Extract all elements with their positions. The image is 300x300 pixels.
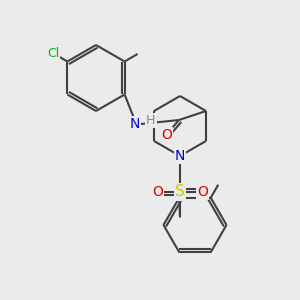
Text: O: O (161, 128, 172, 142)
Text: H: H (146, 113, 156, 127)
Text: O: O (197, 185, 208, 199)
Text: S: S (175, 184, 185, 200)
Text: N: N (175, 149, 185, 163)
Text: N: N (130, 118, 140, 131)
Text: O: O (152, 185, 163, 199)
Text: Cl: Cl (47, 47, 59, 60)
